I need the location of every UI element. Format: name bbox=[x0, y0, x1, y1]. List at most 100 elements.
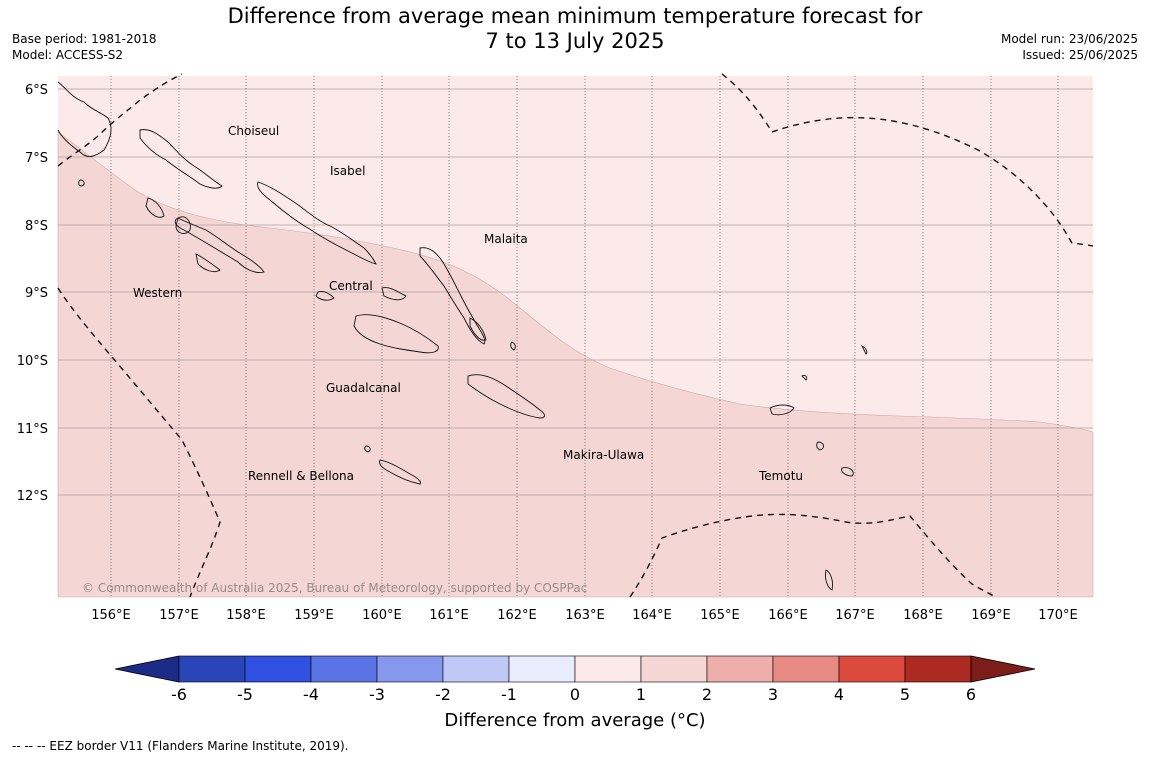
issued-date: Issued: 25/06/2025 bbox=[1022, 48, 1138, 62]
colorbar-tick-label: 6 bbox=[966, 685, 976, 704]
lat-label: 8°S bbox=[25, 219, 48, 234]
guadalcanal-coast bbox=[353, 314, 439, 354]
colorbar-extend-low bbox=[114, 655, 180, 683]
santa-cruz-coast bbox=[769, 404, 795, 416]
bougainville-coast bbox=[57, 81, 112, 157]
ulawa-coast bbox=[510, 341, 516, 351]
lon-label: 156°E bbox=[91, 608, 131, 623]
colorbar-tick-label: 4 bbox=[834, 685, 844, 704]
shortland-coast bbox=[78, 179, 85, 187]
lat-label: 6°S bbox=[25, 83, 48, 98]
eez-border-west bbox=[57, 287, 221, 598]
region-label-malaita: Malaita bbox=[484, 232, 528, 246]
latitude-gridlines bbox=[58, 88, 1093, 496]
lon-label: 160°E bbox=[362, 608, 402, 623]
base-period: Base period: 1981-2018 bbox=[12, 32, 157, 46]
region-label-makira-ulawa: Makira-Ulawa bbox=[563, 448, 644, 462]
region-label-central: Central bbox=[329, 279, 373, 293]
colorbar-swatch bbox=[244, 655, 312, 683]
colorbar-label: Difference from average (°C) bbox=[444, 710, 706, 731]
colorbar-swatch bbox=[574, 655, 642, 683]
colorbar-tick-label: -1 bbox=[501, 685, 517, 704]
model-name: Model: ACCESS-S2 bbox=[12, 48, 124, 62]
florida-islands-coast bbox=[381, 287, 407, 301]
bellona-coast bbox=[364, 445, 371, 453]
region-label-guadalcanal: Guadalcanal bbox=[326, 381, 401, 395]
meta-left: Base period: 1981-2018 Model: ACCESS-S2 bbox=[12, 31, 157, 63]
model-run: Model run: 23/06/2025 bbox=[1000, 32, 1138, 46]
colorbar-tick-label: 1 bbox=[636, 685, 646, 704]
lat-label: 11°S bbox=[17, 422, 48, 437]
colorbar-tick-label: -2 bbox=[435, 685, 451, 704]
map-title: Difference from average mean minimum tem… bbox=[200, 4, 950, 54]
colorbar-swatch bbox=[904, 655, 972, 683]
colorbar-tick-label: -6 bbox=[171, 685, 187, 704]
region-label-rennell-bellona: Rennell & Bellona bbox=[248, 469, 354, 483]
lat-label: 10°S bbox=[17, 354, 48, 369]
region-label-choiseul: Choiseul bbox=[228, 124, 279, 138]
lon-label: 164°E bbox=[632, 608, 672, 623]
colorbar-swatch bbox=[376, 655, 444, 683]
new-georgia-coast bbox=[174, 217, 265, 273]
colorbar-tick-label: -4 bbox=[303, 685, 319, 704]
lon-label: 163°E bbox=[565, 608, 605, 623]
colorbar-swatch bbox=[838, 655, 906, 683]
lon-label: 158°E bbox=[226, 608, 266, 623]
colorbar-swatch bbox=[508, 655, 576, 683]
copyright-watermark: © Commonwealth of Australia 2025, Bureau… bbox=[82, 581, 587, 595]
lon-label: 159°E bbox=[294, 608, 334, 623]
lon-label: 157°E bbox=[159, 608, 199, 623]
lon-label: 169°E bbox=[971, 608, 1011, 623]
isabel-coast bbox=[257, 181, 377, 265]
russell-islands-coast bbox=[315, 291, 335, 301]
colorbar-swatch bbox=[706, 655, 774, 683]
island-coastlines bbox=[57, 81, 868, 591]
colorbar-tick-label: 0 bbox=[570, 685, 580, 704]
vella-lavella-coast bbox=[145, 197, 165, 218]
kolombangara-coast bbox=[175, 216, 191, 234]
lat-label: 12°S bbox=[17, 489, 48, 504]
lon-label: 170°E bbox=[1038, 608, 1078, 623]
malaita-coast bbox=[419, 247, 486, 345]
lon-label: 168°E bbox=[903, 608, 943, 623]
rendova-coast bbox=[195, 253, 221, 273]
colorbar-swatch bbox=[442, 655, 510, 683]
lon-label: 166°E bbox=[768, 608, 808, 623]
lon-label: 167°E bbox=[835, 608, 875, 623]
tikopia-coast bbox=[825, 569, 833, 591]
region-label-western: Western bbox=[133, 286, 182, 300]
region-label-isabel: Isabel bbox=[330, 164, 365, 178]
choiseul-coast bbox=[139, 129, 223, 189]
rennell-coast bbox=[379, 459, 421, 485]
colorbar-swatch bbox=[310, 655, 378, 683]
eez-borders bbox=[57, 73, 1094, 598]
eez-legend-note: -- -- -- EEZ border V11 (Flanders Marine… bbox=[12, 739, 349, 753]
colorbar-swatch bbox=[772, 655, 840, 683]
colorbar-swatch bbox=[178, 655, 246, 683]
south-malaita-coast bbox=[469, 317, 487, 341]
meta-right: Model run: 23/06/2025 Issued: 25/06/2025 bbox=[1001, 31, 1138, 63]
region-label-temotu: Temotu bbox=[758, 469, 803, 483]
title-line-2: 7 to 13 July 2025 bbox=[485, 29, 665, 53]
colorbar: -6 -5 -4 -3 -2 -1 0 1 2 3 4 5 6 bbox=[114, 655, 1036, 704]
eez-border-north-east bbox=[721, 73, 1094, 247]
lat-label: 9°S bbox=[25, 286, 48, 301]
lon-label: 165°E bbox=[700, 608, 740, 623]
warm-anomaly-region bbox=[57, 131, 1094, 598]
reef-islands-coast bbox=[801, 375, 808, 381]
lon-label: 162°E bbox=[497, 608, 537, 623]
eez-border-northwest bbox=[57, 73, 183, 167]
colorbar-tick-label: 5 bbox=[900, 685, 910, 704]
utupua-coast bbox=[816, 441, 825, 451]
eez-border-south bbox=[629, 513, 997, 598]
title-line-1: Difference from average mean minimum tem… bbox=[227, 4, 923, 28]
colorbar-tick-label: 2 bbox=[702, 685, 712, 704]
vanikoro-coast bbox=[841, 467, 854, 477]
colorbar-tick-label: -5 bbox=[237, 685, 253, 704]
colorbar-extend-high bbox=[970, 655, 1036, 683]
sikaiana-coast bbox=[860, 344, 868, 355]
lon-label: 161°E bbox=[429, 608, 469, 623]
makira-coast bbox=[467, 374, 545, 419]
lat-label: 7°S bbox=[25, 151, 48, 166]
